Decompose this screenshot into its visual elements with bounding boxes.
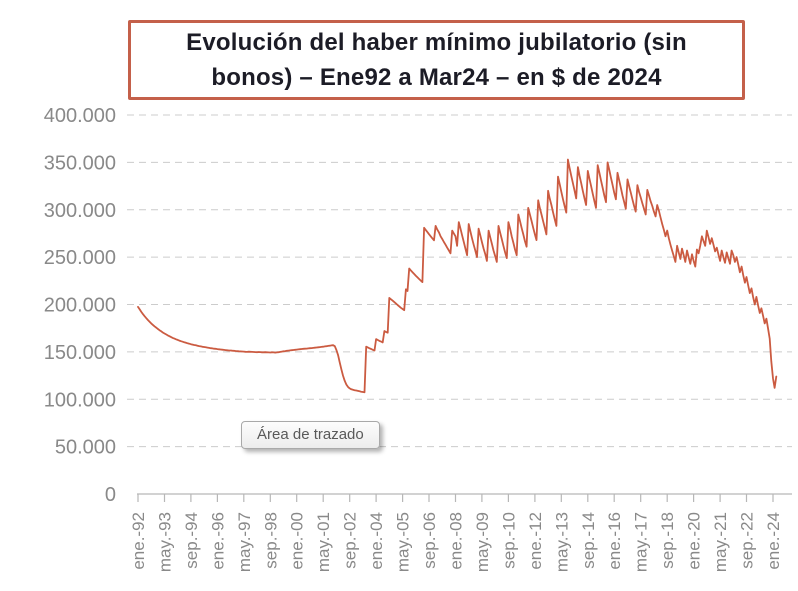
- y-axis-label: 300.000: [44, 200, 116, 222]
- x-axis-label: may.-97: [235, 512, 254, 572]
- x-axis-label: sep.-14: [579, 512, 598, 569]
- x-axis-label: sep.-06: [420, 512, 439, 569]
- chart-title-box[interactable]: Evolución del haber mínimo jubilatorio (…: [128, 20, 745, 100]
- x-axis-label: ene.-04: [367, 512, 386, 570]
- x-axis-label: sep.-94: [182, 512, 201, 569]
- x-axis-label: may.-09: [473, 512, 492, 572]
- x-axis-label: sep.-18: [658, 512, 677, 569]
- x-axis-label: ene.-96: [208, 512, 227, 570]
- x-axis-label: may.-13: [552, 512, 571, 572]
- y-axis-label: 0: [105, 484, 116, 506]
- x-axis-label: ene.-08: [447, 512, 466, 570]
- y-axis-label: 150.000: [44, 342, 116, 364]
- y-axis-label: 200.000: [44, 295, 116, 317]
- x-axis-label: ene.-92: [129, 512, 148, 570]
- y-axis-label: 350.000: [44, 152, 116, 174]
- x-axis-label: sep.-10: [499, 512, 518, 569]
- x-axis-label: may.-93: [156, 512, 175, 572]
- x-axis-label: ene.-20: [685, 512, 704, 570]
- x-axis-label: ene.-16: [605, 512, 624, 570]
- x-axis-label: may.-17: [632, 512, 651, 572]
- x-axis-label: ene.-12: [526, 512, 545, 570]
- y-axis-label: 250.000: [44, 247, 116, 269]
- chart-title-line-2: bonos) – Ene92 a Mar24 – en $ de 2024: [211, 64, 662, 91]
- x-axis-label: may.-21: [711, 512, 730, 572]
- x-axis-label: sep.-22: [738, 512, 757, 569]
- x-axis-label: may.-05: [394, 512, 413, 572]
- y-axis-label: 400.000: [44, 105, 116, 127]
- x-axis-label: sep.-02: [341, 512, 360, 569]
- chart-title-line-1: Evolución del haber mínimo jubilatorio (…: [186, 29, 687, 56]
- x-axis-label: may.-01: [314, 512, 333, 572]
- plot-area-tooltip: Área de trazado: [241, 421, 380, 449]
- x-axis-label: ene.-00: [288, 512, 307, 570]
- y-axis-label: 100.000: [44, 389, 116, 411]
- x-axis-label: sep.-98: [261, 512, 280, 569]
- series-line[interactable]: [137, 158, 778, 394]
- y-axis-label: 50.000: [55, 437, 116, 459]
- x-axis-label: ene.-24: [764, 512, 783, 570]
